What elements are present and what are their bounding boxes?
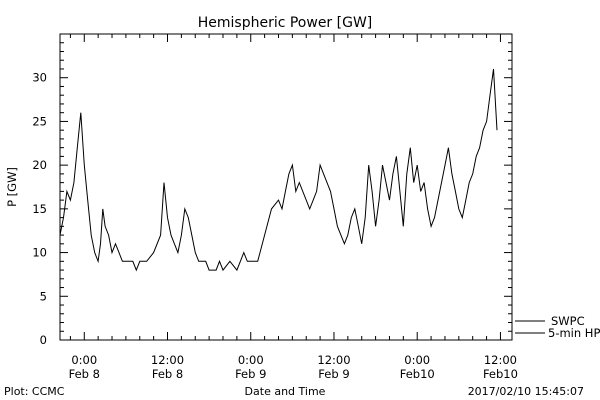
legend-swpc-label: SWPC	[551, 314, 585, 328]
x-tick-label-time: 0:00	[238, 353, 264, 367]
y-tick-label: 10	[32, 246, 47, 260]
footer-timestamp: 2017/02/10 15:45:07	[468, 385, 584, 398]
x-tick-label-time: 12:00	[151, 353, 184, 367]
y-tick-label: 5	[40, 289, 47, 303]
x-axis-label: Date and Time	[245, 385, 326, 398]
y-axis-ticks: 0 5 10 15 20 25 30	[32, 33, 512, 347]
legend-hpi-label: 5-min HPI	[548, 326, 600, 340]
x-tick-label-date: Feb 9	[235, 367, 266, 381]
x-tick-label-time: 0:00	[71, 353, 97, 367]
y-tick-label: 20	[32, 158, 47, 172]
plot-frame	[59, 33, 513, 341]
y-tick-label: 15	[32, 202, 47, 216]
x-tick-label-date: Feb 8	[69, 367, 100, 381]
x-tick-label-time: 0:00	[404, 353, 430, 367]
y-tick-label: 30	[32, 71, 47, 85]
y-axis-label: P [GW]	[5, 167, 19, 207]
x-tick-label-time: 12:00	[484, 353, 517, 367]
x-tick-label-date: Feb 8	[152, 367, 183, 381]
series-swpc-line	[59, 68, 498, 272]
footer-plot-source: Plot: CCMC	[4, 385, 65, 398]
x-tick-label-date: Feb 9	[318, 367, 349, 381]
x-tick-label-date: Feb10	[483, 367, 518, 381]
x-tick-label-time: 12:00	[317, 353, 350, 367]
y-tick-label: 0	[40, 333, 47, 347]
x-tick-label-date: Feb10	[400, 367, 435, 381]
y-tick-label: 25	[32, 114, 47, 128]
chart-title: Hemispheric Power [GW]	[198, 15, 373, 31]
